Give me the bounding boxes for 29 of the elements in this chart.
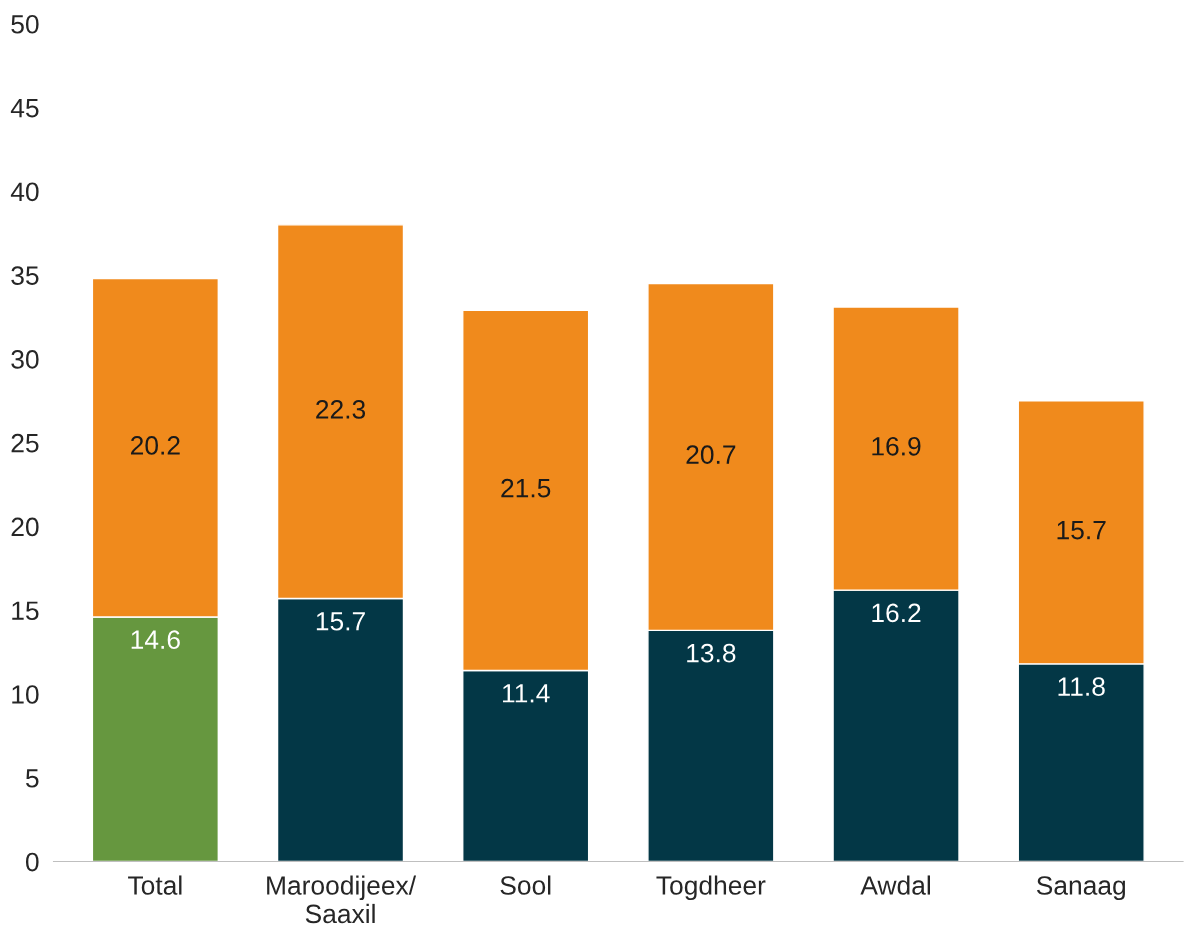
data-label: 20.7 (686, 445, 736, 465)
y-tick-label: 30 (11, 350, 39, 369)
data-label: 16.9 (872, 436, 921, 456)
y-tick-label: 10 (12, 685, 39, 704)
data-label: 20.2 (131, 436, 180, 455)
y-tick-label: 0 (25, 852, 39, 872)
data-label: 11.8 (1058, 677, 1105, 696)
data-label: 15.7 (316, 612, 365, 631)
data-label: 21.5 (501, 478, 551, 498)
data-label: 22.3 (316, 400, 366, 419)
y-tick-label: 45 (10, 98, 39, 118)
x-tick-label: Total (128, 875, 182, 895)
y-tick-label: 5 (26, 769, 39, 788)
y-tick-label: 25 (11, 433, 39, 453)
data-label: 15.7 (1057, 520, 1106, 540)
data-label: 13.8 (687, 643, 736, 663)
x-tick-label: Maroodijeex/ Saaxil (267, 875, 417, 924)
x-tick-label: Awdal (860, 875, 930, 895)
x-tick-label: Sanaag (1036, 876, 1125, 901)
data-label: 14.6 (131, 630, 180, 650)
data-label: 16.2 (872, 603, 921, 623)
y-tick-label: 15 (12, 601, 39, 621)
y-tick-label: 20 (11, 517, 39, 537)
y-tick-label: 50 (11, 14, 39, 34)
data-label: 11.4 (503, 684, 550, 703)
y-tick-label: 35 (11, 266, 39, 285)
x-tick-label: Sool (500, 875, 551, 895)
x-tick-label: Togdheer (656, 875, 766, 901)
y-tick-label: 40 (10, 182, 39, 202)
